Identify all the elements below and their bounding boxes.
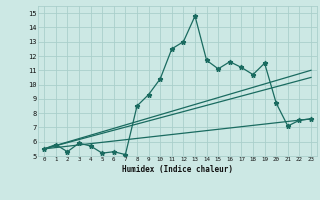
- X-axis label: Humidex (Indice chaleur): Humidex (Indice chaleur): [122, 165, 233, 174]
